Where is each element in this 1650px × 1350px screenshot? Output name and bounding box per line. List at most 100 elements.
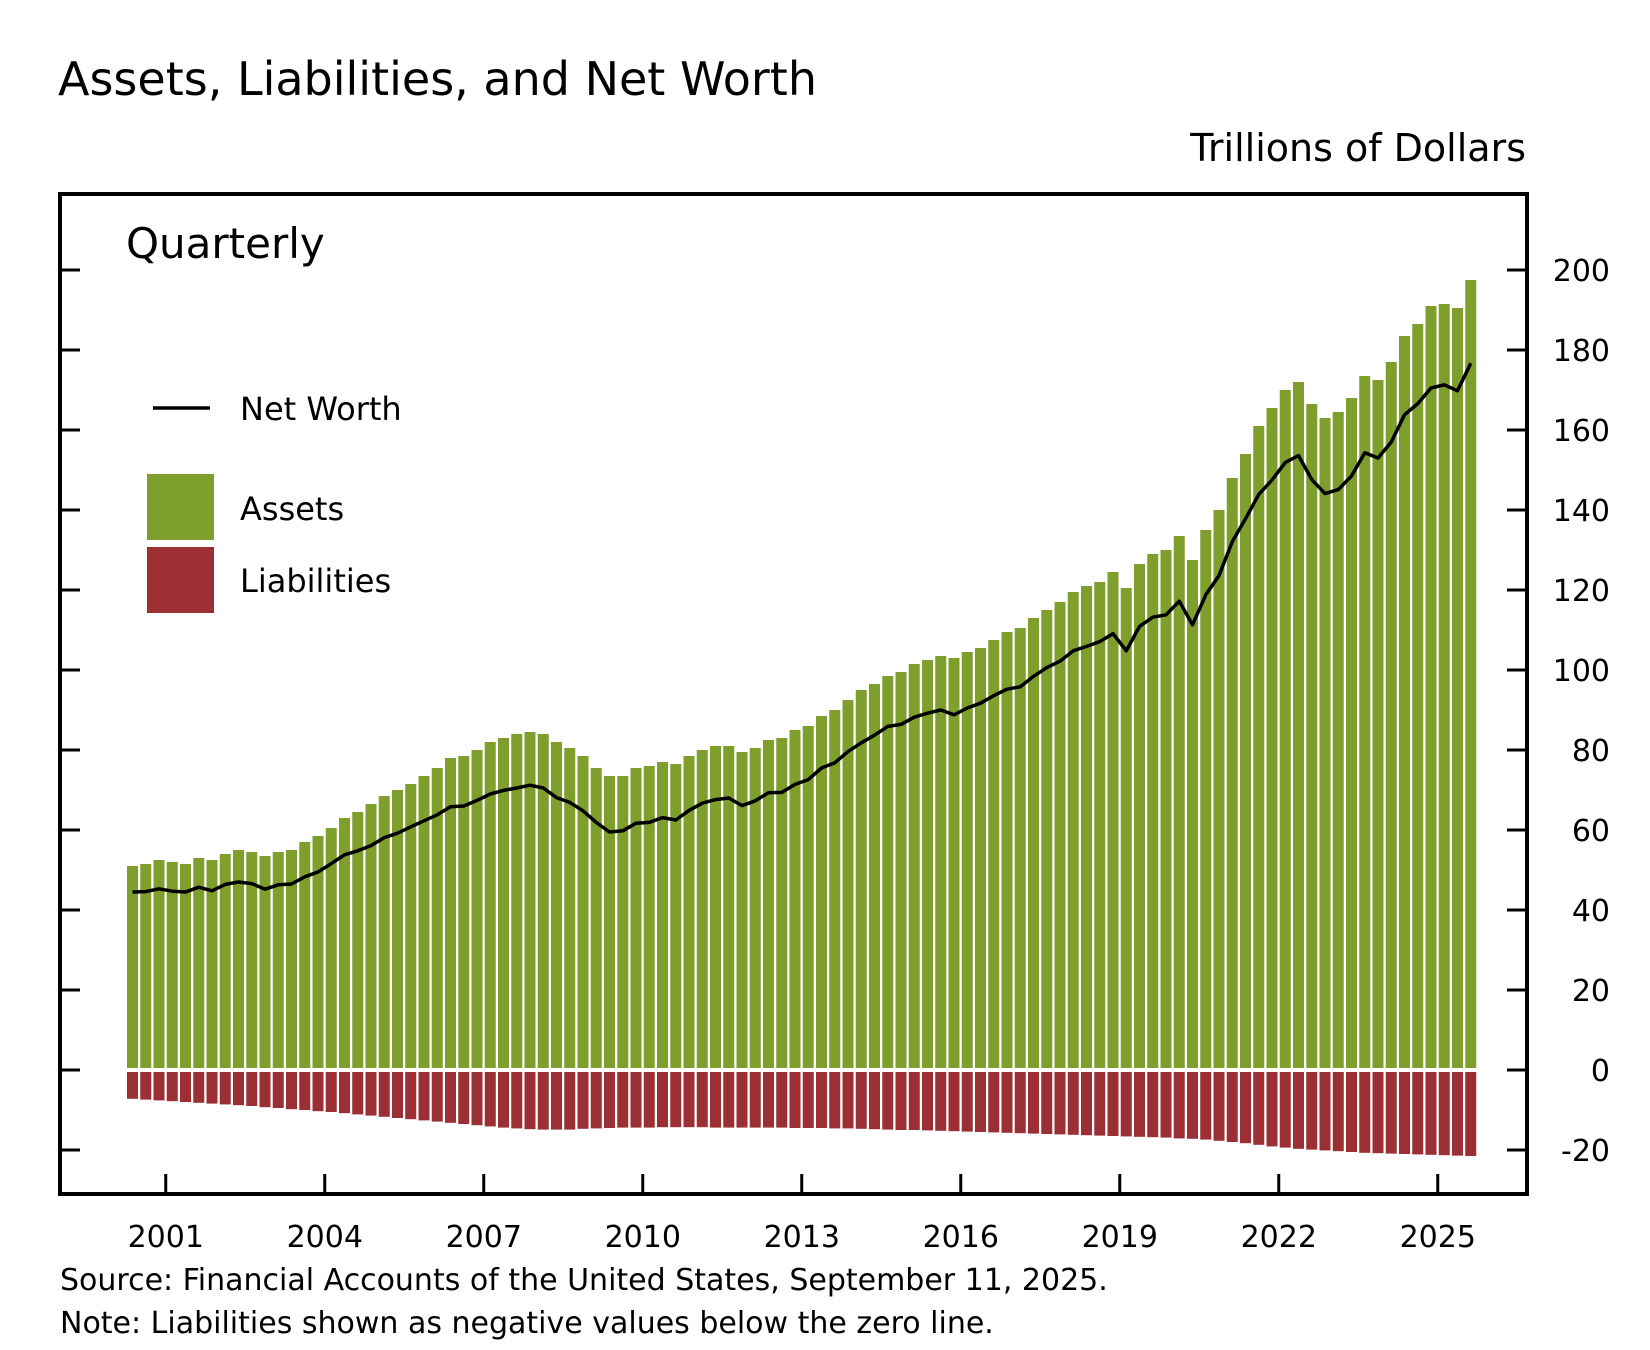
assets-bar bbox=[325, 828, 337, 1068]
liabilities-bar bbox=[537, 1072, 549, 1130]
liabilities-bar bbox=[961, 1072, 973, 1132]
liabilities-bar bbox=[1094, 1072, 1106, 1136]
liabilities-bar bbox=[643, 1072, 655, 1128]
liabilities-bar bbox=[1306, 1072, 1318, 1150]
liabilities-bar bbox=[325, 1072, 337, 1112]
assets-bar bbox=[749, 748, 761, 1068]
assets-bar bbox=[1120, 588, 1132, 1068]
assets-bar bbox=[206, 860, 218, 1068]
plot-frame bbox=[58, 192, 1529, 1196]
assets-bar bbox=[816, 716, 827, 1068]
x-tick-label: 2022 bbox=[1241, 1220, 1317, 1255]
liabilities-bar bbox=[1160, 1072, 1172, 1138]
liabilities-bar bbox=[193, 1072, 205, 1103]
legend-assets-label: Assets bbox=[240, 490, 344, 528]
assets-bar bbox=[1067, 592, 1079, 1068]
liabilities-bar bbox=[1120, 1072, 1132, 1137]
liabilities-bar bbox=[206, 1072, 218, 1104]
liabilities-bar bbox=[802, 1072, 814, 1128]
assets-bar bbox=[1226, 478, 1238, 1068]
assets-bar bbox=[445, 758, 456, 1068]
liabilities-bar bbox=[908, 1072, 920, 1130]
liabilities-bar bbox=[498, 1072, 509, 1128]
y-tick-label: 100 bbox=[1553, 654, 1610, 689]
liabilities-bar bbox=[696, 1072, 708, 1128]
liabilities-bar bbox=[1147, 1072, 1159, 1138]
assets-bar bbox=[272, 852, 284, 1068]
liabilities-bar bbox=[339, 1072, 350, 1114]
y-tick-label: 120 bbox=[1553, 574, 1610, 609]
assets-bar bbox=[829, 710, 841, 1068]
assets-bar bbox=[378, 796, 390, 1068]
legend-net-worth-label: Net Worth bbox=[240, 390, 402, 428]
liabilities-bar bbox=[842, 1072, 854, 1129]
liabilities-bar bbox=[590, 1072, 602, 1129]
net-worth-line bbox=[132, 362, 1473, 894]
liabilities-bar bbox=[166, 1072, 178, 1102]
liabilities-bar bbox=[617, 1072, 629, 1128]
assets-bar bbox=[577, 756, 589, 1068]
assets-bar bbox=[153, 860, 165, 1068]
assets-bar bbox=[180, 864, 191, 1068]
x-axis: 2001 2004 2007 2010 2013 2016 2019 2022 2025 bbox=[128, 1174, 1476, 1255]
liabilities-bar bbox=[1438, 1072, 1450, 1156]
liabilities-bar bbox=[286, 1072, 297, 1110]
assets-bar bbox=[524, 732, 536, 1068]
y-axis-units-label: Trillions of Dollars bbox=[1189, 126, 1526, 170]
liabilities-bar bbox=[1240, 1072, 1251, 1144]
assets-bar bbox=[140, 864, 152, 1068]
liabilities-bar bbox=[882, 1072, 894, 1130]
assets-bar bbox=[1425, 306, 1437, 1068]
y-tick-label: 140 bbox=[1553, 494, 1610, 529]
assets-bar bbox=[312, 836, 324, 1068]
assets-bar bbox=[1438, 304, 1450, 1068]
assets-bar bbox=[405, 784, 417, 1068]
assets-bar bbox=[802, 726, 814, 1068]
assets-bar bbox=[1385, 362, 1397, 1068]
liabilities-bar bbox=[1266, 1072, 1278, 1147]
assets-bar bbox=[1134, 564, 1145, 1068]
assets-bar bbox=[1160, 550, 1172, 1068]
liabilities-bar bbox=[378, 1072, 390, 1117]
liabilities-bar bbox=[1279, 1072, 1291, 1148]
assets-bar bbox=[882, 676, 894, 1068]
assets-bar bbox=[1094, 582, 1106, 1068]
y-tick-label: 200 bbox=[1553, 254, 1610, 289]
liabilities-bar bbox=[577, 1072, 589, 1129]
assets-bar bbox=[471, 750, 483, 1068]
assets-bar bbox=[1319, 418, 1331, 1068]
liabilities-bar bbox=[1359, 1072, 1371, 1153]
liabilities-bar bbox=[1200, 1072, 1212, 1140]
liabilities-bar bbox=[670, 1072, 682, 1128]
assets-bar bbox=[1306, 404, 1318, 1068]
assets-bar bbox=[286, 850, 297, 1068]
assets-bar bbox=[789, 730, 801, 1068]
assets-bar bbox=[1147, 554, 1159, 1068]
assets-bar bbox=[1200, 530, 1212, 1068]
assets-bar bbox=[564, 748, 576, 1068]
liabilities-bar bbox=[776, 1072, 788, 1128]
liabilities-bar bbox=[405, 1072, 417, 1120]
y-tick-label: 180 bbox=[1553, 334, 1610, 369]
y-tick-label: 60 bbox=[1572, 814, 1610, 849]
assets-bar bbox=[1279, 390, 1291, 1068]
liabilities-bar bbox=[312, 1072, 324, 1112]
assets-bar bbox=[710, 746, 721, 1068]
legend-liabilities-swatch bbox=[147, 547, 214, 613]
assets-bar bbox=[1054, 602, 1066, 1068]
liabilities-bar bbox=[1452, 1072, 1463, 1156]
legend-liabilities-label: Liabilities bbox=[240, 562, 391, 600]
y-tick-label: 0 bbox=[1591, 1054, 1610, 1089]
assets-bar bbox=[643, 766, 655, 1068]
assets-bar bbox=[1412, 324, 1424, 1068]
liabilities-bar bbox=[1372, 1072, 1384, 1154]
assets-bar bbox=[1213, 510, 1225, 1068]
x-tick-label: 2013 bbox=[764, 1220, 840, 1255]
assets-bar bbox=[259, 856, 271, 1068]
assets-bar bbox=[511, 734, 523, 1068]
liabilities-bar bbox=[219, 1072, 231, 1105]
assets-bar bbox=[537, 734, 549, 1068]
liabilities-bar bbox=[365, 1072, 377, 1116]
liabilities-bar bbox=[763, 1072, 774, 1128]
